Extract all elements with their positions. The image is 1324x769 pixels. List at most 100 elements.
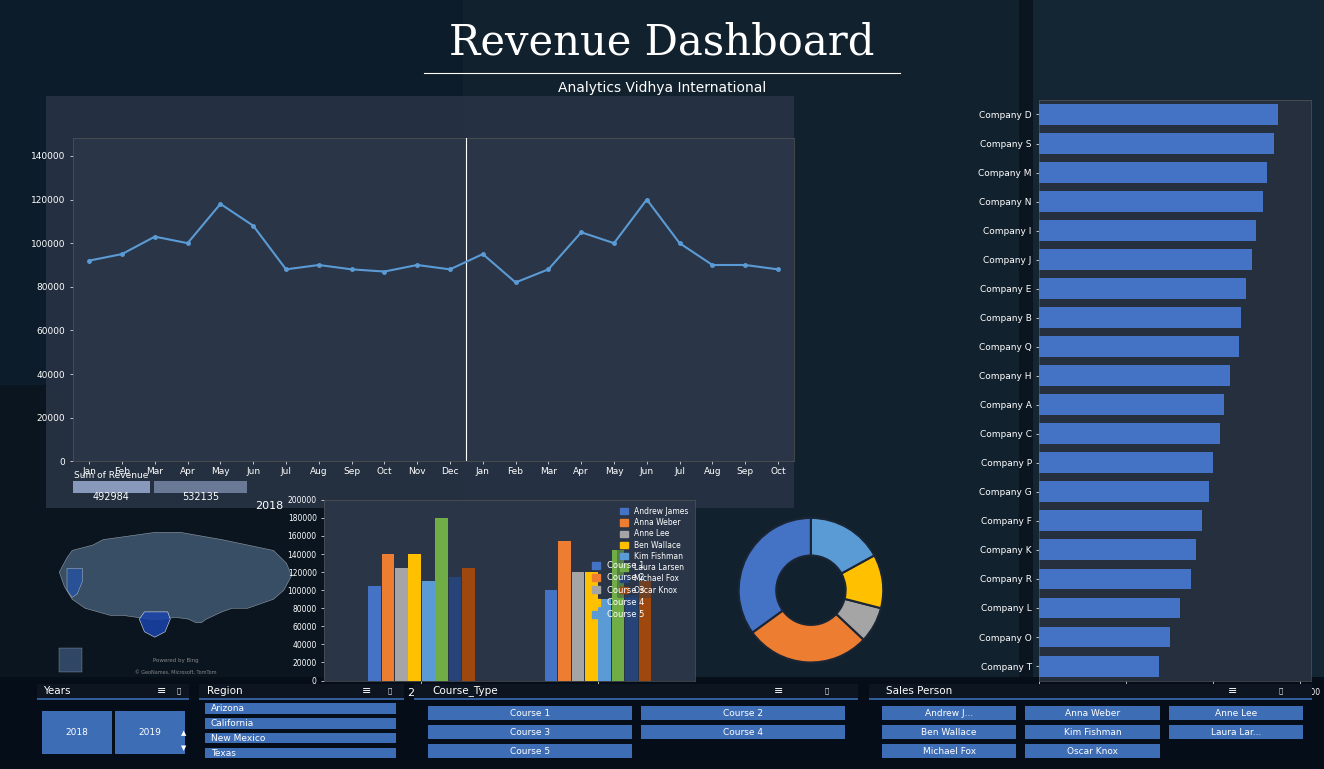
Text: Sales Person: Sales Person: [886, 686, 952, 696]
Text: New Mexico: New Mexico: [211, 734, 265, 743]
Text: Kim Fishman: Kim Fishman: [1063, 727, 1121, 737]
Text: Course 2: Course 2: [723, 708, 763, 717]
Wedge shape: [752, 611, 863, 662]
Bar: [1025, 706, 1160, 721]
Bar: [0, 0, 463, 384]
Text: Arizona: Arizona: [211, 704, 245, 713]
Text: Course 3: Course 3: [510, 727, 549, 737]
Wedge shape: [837, 599, 880, 640]
Text: Andrew J...: Andrew J...: [925, 708, 973, 717]
Text: 🔻: 🔻: [1279, 687, 1283, 694]
Bar: [1039, 424, 1219, 444]
Polygon shape: [60, 648, 82, 671]
Text: ▼: ▼: [180, 746, 185, 751]
Text: Texas: Texas: [211, 748, 236, 757]
Text: Ben Wallace: Ben Wallace: [922, 727, 977, 737]
Bar: [559, 541, 571, 681]
Bar: [882, 744, 1017, 758]
Bar: [199, 684, 404, 698]
Text: 492984: 492984: [93, 491, 130, 501]
Bar: [1039, 308, 1242, 328]
Text: Sum of Revenue: Sum of Revenue: [74, 471, 148, 480]
Bar: [436, 518, 448, 681]
Text: Course 1: Course 1: [510, 708, 549, 717]
Text: ≡: ≡: [1227, 686, 1237, 696]
Text: 2019: 2019: [138, 727, 162, 737]
Text: Years: Years: [44, 686, 70, 696]
Bar: [1169, 725, 1303, 739]
Bar: [422, 581, 434, 681]
Bar: [205, 704, 396, 714]
Bar: [463, 0, 1019, 677]
Bar: [1039, 627, 1169, 647]
Bar: [205, 733, 396, 744]
Bar: [1025, 744, 1160, 758]
Bar: [1039, 220, 1256, 241]
Text: 2019: 2019: [616, 501, 645, 511]
Text: Michael Fox: Michael Fox: [923, 747, 976, 756]
Text: Powered by Bing: Powered by Bing: [152, 658, 199, 664]
Bar: [1039, 133, 1274, 154]
Bar: [428, 706, 632, 721]
Text: ≡: ≡: [158, 686, 167, 696]
Text: Laura Lar...: Laura Lar...: [1210, 727, 1262, 737]
Bar: [1039, 278, 1246, 299]
Bar: [37, 684, 189, 698]
Bar: [598, 599, 612, 681]
Text: Analytics Vidhya International: Analytics Vidhya International: [557, 82, 767, 95]
Bar: [368, 586, 381, 681]
Bar: [882, 725, 1017, 739]
Bar: [1039, 656, 1158, 677]
Bar: [1039, 452, 1213, 473]
Wedge shape: [841, 555, 883, 608]
Bar: [1039, 249, 1253, 270]
Bar: [41, 711, 111, 754]
Text: 2018: 2018: [65, 727, 89, 737]
Bar: [1169, 706, 1303, 721]
Bar: [115, 711, 185, 754]
Bar: [544, 591, 557, 681]
Bar: [414, 684, 858, 698]
Bar: [625, 594, 638, 681]
Polygon shape: [139, 612, 171, 638]
Text: 532135: 532135: [181, 491, 218, 501]
Text: Course 4: Course 4: [723, 727, 763, 737]
Bar: [585, 572, 597, 681]
Bar: [1039, 568, 1192, 589]
Bar: [73, 481, 150, 493]
Bar: [1039, 191, 1263, 212]
Bar: [205, 747, 396, 758]
Bar: [1039, 511, 1202, 531]
Bar: [0, 681, 1324, 769]
Text: ≡: ≡: [363, 686, 372, 696]
Bar: [428, 725, 632, 739]
Text: Course 5: Course 5: [510, 747, 549, 756]
Text: © GeoNames, Microsoft, TomTom: © GeoNames, Microsoft, TomTom: [135, 669, 216, 674]
Bar: [1039, 104, 1278, 125]
Text: Course_Type: Course_Type: [432, 685, 498, 696]
Bar: [46, 96, 794, 508]
Text: California: California: [211, 719, 254, 727]
Text: 2018: 2018: [256, 501, 283, 511]
Polygon shape: [68, 568, 82, 598]
Bar: [0, 677, 1324, 769]
Bar: [1039, 336, 1239, 357]
Text: ▲: ▲: [180, 731, 185, 737]
Text: Anne Lee: Anne Lee: [1215, 708, 1256, 717]
Text: Anna Weber: Anna Weber: [1064, 708, 1120, 717]
Legend: Andrew James, Anna Weber, Anne Lee, Ben Wallace, Kim Fishman, Laura Larsen, Mich: Andrew James, Anna Weber, Anne Lee, Ben …: [617, 504, 691, 598]
Bar: [205, 718, 396, 728]
Bar: [1039, 481, 1209, 502]
Bar: [462, 568, 475, 681]
Wedge shape: [812, 518, 874, 574]
Bar: [1039, 598, 1181, 618]
Text: 🔻: 🔻: [176, 687, 181, 694]
Bar: [1033, 0, 1324, 677]
Text: 🔻: 🔻: [388, 687, 392, 694]
Bar: [882, 706, 1017, 721]
Text: Region: Region: [207, 686, 242, 696]
Bar: [638, 581, 651, 681]
Bar: [428, 744, 632, 758]
Bar: [449, 577, 461, 681]
Bar: [395, 568, 408, 681]
